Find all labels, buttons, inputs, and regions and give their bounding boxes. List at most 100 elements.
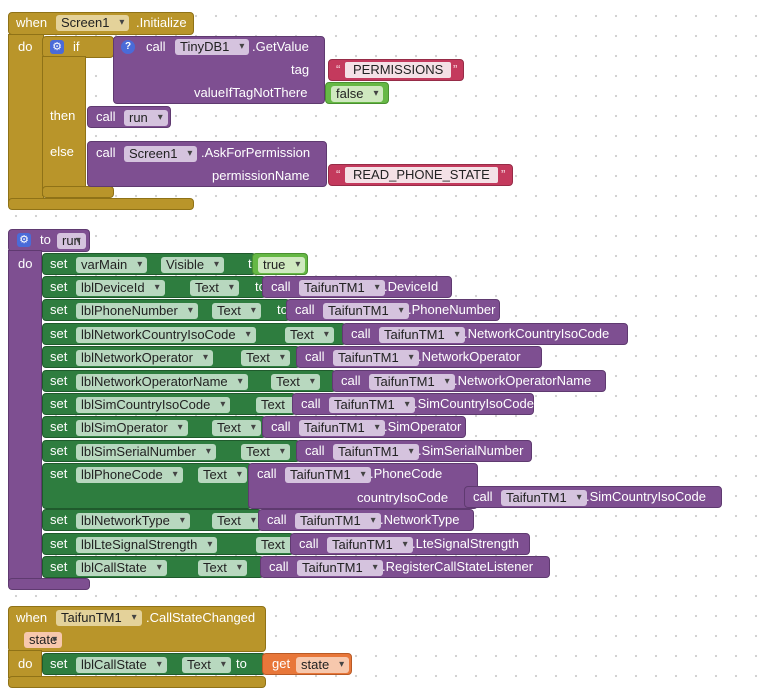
method-phone-code: .PhoneCode [370,466,443,481]
event-param-state[interactable]: state [24,632,63,648]
get-keyword: get [272,656,291,671]
call-taifun-tm1-sim-country-iso-code-block[interactable]: call TaifunTM1.SimCountryIsoCode [292,393,534,415]
set-lbl-network-type-text-block[interactable]: setlblNetworkTypeTextto [42,509,288,531]
call-taifun-tm1-lte-signal-strength-block[interactable]: call TaifunTM1.LteSignalStrength [290,533,530,555]
component-dropdown-lbl-call-state[interactable]: lblCallState [76,560,167,576]
call-taifun-tm1-network-type-block[interactable]: call TaifunTM1.NetworkType [258,509,474,531]
set-keyword: set [50,373,68,388]
variable-dropdown-state[interactable]: state [296,657,350,673]
component-dropdown-lbl-network-country-iso-code[interactable]: lblNetworkCountryIsoCode [76,327,256,343]
call-taifun-tm1-network-operator-name-block[interactable]: call TaifunTM1.NetworkOperatorName [332,370,606,392]
boolean-dropdown-false[interactable]: false [331,86,384,102]
boolean-dropdown-true[interactable]: true [258,257,306,273]
property-dropdown-text[interactable]: Text [182,657,231,673]
get-state-block[interactable]: get state [262,653,352,675]
property-dropdown-text[interactable]: Text [241,350,290,366]
component-dropdown-taifun-tm1[interactable]: TaifunTM1 [379,327,465,343]
set-lbl-phone-number-text-block[interactable]: set lblPhoneNumber Text to [42,299,290,321]
tag-param-label: tag [291,62,310,77]
component-dropdown-taifun-tm1[interactable]: TaifunTM1 [333,350,419,366]
component-dropdown-taifun-tm1[interactable]: TaifunTM1 [501,490,587,506]
component-dropdown-taifun-tm1[interactable]: TaifunTM1 [299,420,385,436]
procedure-dropdown-run[interactable]: run [124,110,168,126]
property-dropdown-text[interactable]: Text [212,303,261,319]
string-block-permissions[interactable]: “ PERMISSIONS ” [328,59,464,81]
set-lbl-sim-serial-number-text-block[interactable]: setlblSimSerialNumberTextto [42,440,317,462]
component-dropdown-lbl-lte-signal-strength[interactable]: lblLteSignalStrength [76,537,218,553]
component-dropdown-lbl-device-id[interactable]: lblDeviceId [76,280,165,296]
component-dropdown-screen1[interactable]: Screen1 [124,146,198,162]
set-lbl-network-country-iso-code-text-block[interactable]: setlblNetworkCountryIsoCodeTextto [42,323,361,345]
set-lbl-call-state-text-block[interactable]: setlblCallStateTextto [42,556,274,578]
property-dropdown-text[interactable]: Text [271,374,320,390]
method-sim-country-iso-code: .SimCountryIsoCode [586,489,706,504]
string-value-permissions[interactable]: PERMISSIONS [345,62,452,78]
help-icon[interactable]: ? [121,40,135,54]
component-dropdown-lbl-sim-serial-number[interactable]: lblSimSerialNumber [76,444,216,460]
method-phone-number: .PhoneNumber [408,302,496,317]
component-dropdown-taifuntm1[interactable]: TaifunTM1 [56,610,142,626]
default-param-label: valueIfTagNotThere [194,85,308,100]
component-dropdown-lbl-network-operator-name[interactable]: lblNetworkOperatorName [76,374,248,390]
component-dropdown-screen1[interactable]: Screen1 [56,15,130,31]
component-dropdown-lbl-phone-code[interactable]: lblPhoneCode [76,467,183,483]
set-lbl-device-id-text-block[interactable]: set lblDeviceId Text to [42,276,266,298]
call-taifun-tm1-register-call-state-listener-block[interactable]: call TaifunTM1.RegisterCallStateListener [260,556,550,578]
when-keyword: when [16,15,48,30]
boolean-block-false[interactable]: false [325,82,389,104]
boolean-block-true[interactable]: true [252,253,308,275]
property-dropdown-text[interactable]: Text [241,444,290,460]
set-lblcallstate-text-block[interactable]: set lblCallState Text to [42,653,266,675]
component-dropdown-tinydb1[interactable]: TinyDB1 [175,39,250,55]
call-taifun-tm1-sim-serial-number-block[interactable]: call TaifunTM1.SimSerialNumber [296,440,532,462]
set-lbl-network-operator-text-block[interactable]: setlblNetworkOperatorTextto [42,346,317,368]
component-dropdown-taifun-tm1[interactable]: TaifunTM1 [295,513,381,529]
component-dropdown-taifun-tm1[interactable]: TaifunTM1 [297,560,383,576]
property-dropdown-text[interactable]: Text [198,467,247,483]
component-dropdown-taifun-tm1[interactable]: TaifunTM1 [323,303,409,319]
property-dropdown-text[interactable]: Text [285,327,334,343]
call-taifun-tm1-network-country-iso-code-block[interactable]: call TaifunTM1.NetworkCountryIsoCode [342,323,628,345]
property-dropdown-text[interactable]: Text [212,420,261,436]
set-lbl-phone-code-text-block[interactable]: setlblPhoneCodeTextto [42,463,274,509]
property-dropdown-visible[interactable]: Visible [161,257,225,273]
call-taifun-tm1-phone-code-block[interactable]: call TaifunTM1.PhoneCode countryIsoCode [248,463,478,509]
call-taifun-tm1-sim-operator-block[interactable]: call TaifunTM1.SimOperator [262,416,466,438]
set-lbl-network-operator-name-text-block[interactable]: setlblNetworkOperatorNameTextto [42,370,347,392]
set-lbl-sim-operator-text-block[interactable]: setlblSimOperatorTextto [42,416,288,438]
askforpermission-block[interactable]: call Screen1 .AskForPermission permissio… [87,141,327,187]
call-keyword: call [473,489,493,504]
property-dropdown-text[interactable]: Text [198,560,247,576]
call-run-procedure-block[interactable]: call run [87,106,171,128]
set-lbl-lte-signal-strength-text-block[interactable]: setlblLteSignalStrengthTextto [42,533,332,555]
string-value-read-phone-state[interactable]: READ_PHONE_STATE [345,167,498,183]
component-dropdown-lbl-network-type[interactable]: lblNetworkType [76,513,190,529]
property-dropdown-text[interactable]: Text [190,280,239,296]
call-taifun-tm1-sim-country-iso-code-block[interactable]: call TaifunTM1.SimCountryIsoCode [464,486,722,508]
property-dropdown-text[interactable]: Text [212,513,261,529]
gear-icon[interactable]: ⚙ [50,40,64,54]
component-dropdown-var-main[interactable]: varMain [76,257,148,273]
component-dropdown-lbl-sim-country-iso-code[interactable]: lblSimCountryIsoCode [76,397,231,413]
method-device-id: .DeviceId [384,279,439,294]
call-keyword: call [271,419,291,434]
component-dropdown-taifun-tm1[interactable]: TaifunTM1 [333,444,419,460]
component-dropdown-taifun-tm1[interactable]: TaifunTM1 [285,467,371,483]
component-dropdown-taifun-tm1[interactable]: TaifunTM1 [327,537,413,553]
set-lbl-sim-country-iso-code-text-block[interactable]: setlblSimCountryIsoCodeTextto [42,393,332,415]
method-sim-country-iso-code: .SimCountryIsoCode [414,396,534,411]
call-taifun-tm1-device-id-block[interactable]: call TaifunTM1.DeviceId [262,276,452,298]
component-dropdown-lbl-phone-number[interactable]: lblPhoneNumber [76,303,198,319]
procedure-name-run[interactable]: run [57,233,86,249]
string-block-read-phone-state[interactable]: “ READ_PHONE_STATE ” [328,164,513,186]
component-dropdown-lbl-network-operator[interactable]: lblNetworkOperator [76,350,213,366]
component-dropdown-taifun-tm1[interactable]: TaifunTM1 [329,397,415,413]
set-var-main-visible-block[interactable]: setvarMainVisibleto [42,253,259,275]
component-dropdown-taifun-tm1[interactable]: TaifunTM1 [299,280,385,296]
gear-icon[interactable]: ⚙ [17,233,31,247]
call-taifun-tm1-phone-number-block[interactable]: call TaifunTM1.PhoneNumber [286,299,500,321]
call-taifun-tm1-network-operator-block[interactable]: call TaifunTM1.NetworkOperator [296,346,542,368]
component-dropdown-lbl-sim-operator[interactable]: lblSimOperator [76,420,188,436]
component-dropdown-taifun-tm1[interactable]: TaifunTM1 [369,374,455,390]
component-dropdown-lblcallstate[interactable]: lblCallState [76,657,167,673]
